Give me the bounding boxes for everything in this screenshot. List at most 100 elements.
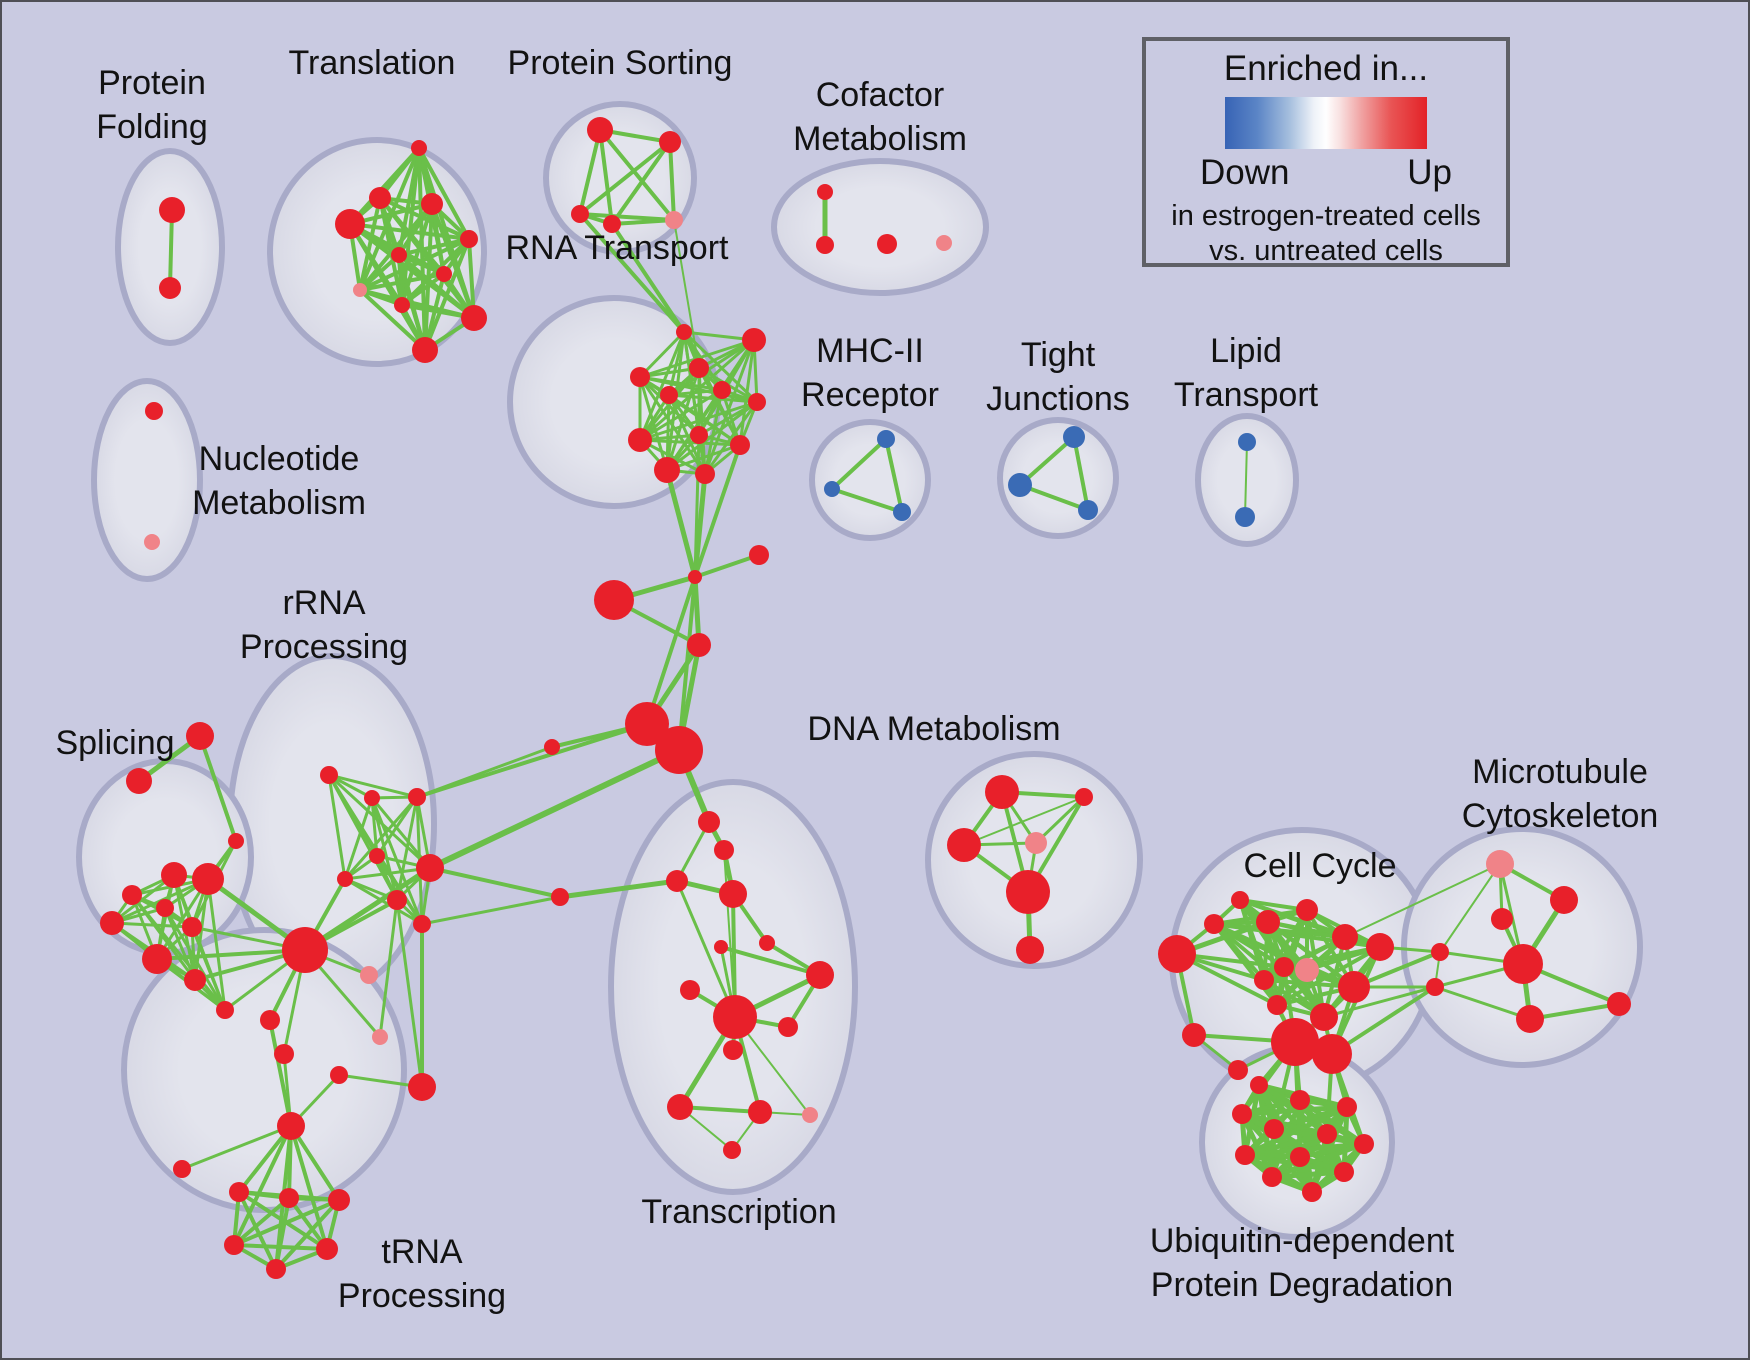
node-NF — [655, 726, 703, 774]
cell-cycle-label: Cell Cycle — [1243, 847, 1396, 885]
node-NM1 — [145, 402, 163, 420]
node-X7 — [759, 935, 775, 951]
node-X1 — [698, 811, 720, 833]
cluster-mhc-ii-receptor — [809, 419, 931, 541]
node-RX1 — [260, 1010, 280, 1030]
node-S4 — [156, 899, 174, 917]
node-C2 — [1256, 910, 1280, 934]
node-MH1 — [877, 430, 895, 448]
nodes — [100, 117, 1631, 1279]
protein-sorting-label: Protein Sorting — [508, 44, 733, 82]
node-C11 — [1310, 1003, 1338, 1031]
node-RRb — [364, 790, 380, 806]
node-TP0 — [277, 1112, 305, 1140]
node-T2 — [335, 209, 365, 239]
node-X3 — [666, 870, 688, 892]
node-D1 — [985, 775, 1019, 809]
legend-subtitle-line1: in estrogen-treated cells — [1171, 200, 1481, 232]
node-RRH — [282, 927, 328, 973]
node-TRa — [186, 722, 214, 750]
node-R5 — [660, 386, 678, 404]
node-S7 — [142, 944, 172, 974]
node-TJ1 — [1063, 426, 1085, 448]
node-U10 — [1334, 1162, 1354, 1182]
node-NG — [544, 739, 560, 755]
node-NA — [688, 570, 702, 584]
node-U1 — [1250, 1076, 1268, 1094]
node-TJ2 — [1008, 473, 1032, 497]
mhc-ii-receptor-label: MHC-II Receptor — [801, 332, 939, 414]
node-D5 — [1006, 870, 1050, 914]
node-C3 — [1296, 899, 1318, 921]
node-RRd — [369, 848, 385, 864]
node-D4 — [1025, 832, 1047, 854]
node-R12 — [695, 464, 715, 484]
node-M8 — [1426, 978, 1444, 996]
node-M7 — [1431, 943, 1449, 961]
node-C15 — [1228, 1060, 1248, 1080]
node-MH2 — [824, 481, 840, 497]
node-X10 — [713, 995, 757, 1039]
rrna-processing-label: rRNA Processing — [240, 584, 408, 666]
node-NC — [749, 545, 769, 565]
node-RRh — [413, 915, 431, 933]
cluster-ellipses — [76, 101, 1643, 1240]
node-X14 — [748, 1100, 772, 1124]
node-C17 — [1204, 914, 1224, 934]
node-X12 — [723, 1040, 743, 1060]
translation-label: Translation — [289, 44, 456, 82]
node-C5 — [1366, 933, 1394, 961]
node-CF4 — [936, 235, 952, 251]
node-RX2 — [330, 1066, 348, 1084]
node-LT1 — [1238, 433, 1256, 451]
node-X8 — [806, 961, 834, 989]
node-RRe — [337, 871, 353, 887]
node-C6 — [1274, 957, 1294, 977]
node-S2 — [192, 863, 224, 895]
node-X2 — [714, 840, 734, 860]
node-T10 — [461, 305, 487, 331]
node-MH3 — [893, 503, 911, 521]
node-R9 — [628, 428, 652, 452]
node-TP1 — [173, 1160, 191, 1178]
node-R4 — [630, 367, 650, 387]
node-R6 — [713, 381, 731, 399]
node-U2 — [1290, 1090, 1310, 1110]
node-S5 — [100, 911, 124, 935]
node-M6 — [1607, 992, 1631, 1016]
node-TP4 — [328, 1189, 350, 1211]
node-RRp1 — [360, 966, 378, 984]
node-R11 — [654, 457, 680, 483]
node-M5 — [1516, 1005, 1544, 1033]
node-C10 — [1267, 995, 1287, 1015]
node-R3 — [689, 358, 709, 378]
node-TP7 — [266, 1259, 286, 1279]
node-C12 — [1271, 1018, 1319, 1066]
cofactor-metabolism-label: Cofactor Metabolism — [793, 76, 967, 158]
node-C4 — [1332, 924, 1358, 950]
node-PS3 — [571, 205, 589, 223]
node-ND — [687, 633, 711, 657]
node-R10 — [730, 435, 750, 455]
node-C13 — [1312, 1034, 1352, 1074]
node-U9 — [1290, 1147, 1310, 1167]
node-TRc — [228, 833, 244, 849]
node-U5 — [1264, 1119, 1284, 1139]
node-TJ3 — [1078, 500, 1098, 520]
node-X5 — [551, 888, 569, 906]
node-TP2 — [229, 1182, 249, 1202]
node-M3 — [1491, 908, 1513, 930]
cluster-labels: Protein Folding Translation Protein Sorting… — [55, 44, 1658, 1315]
microtubule-cytoskeleton-label: Microtubule Cytoskeleton — [1462, 753, 1659, 835]
node-TP6 — [316, 1238, 338, 1260]
node-X6 — [714, 940, 728, 954]
node-C9 — [1254, 970, 1274, 990]
legend-gradient-bar — [1225, 97, 1427, 149]
node-TRb — [126, 768, 152, 794]
node-S9 — [216, 1001, 234, 1019]
legend-subtitle-line2: vs. untreated cells — [1209, 235, 1443, 267]
node-X11 — [778, 1017, 798, 1037]
legend-endpoints: Down Up — [1200, 153, 1452, 193]
